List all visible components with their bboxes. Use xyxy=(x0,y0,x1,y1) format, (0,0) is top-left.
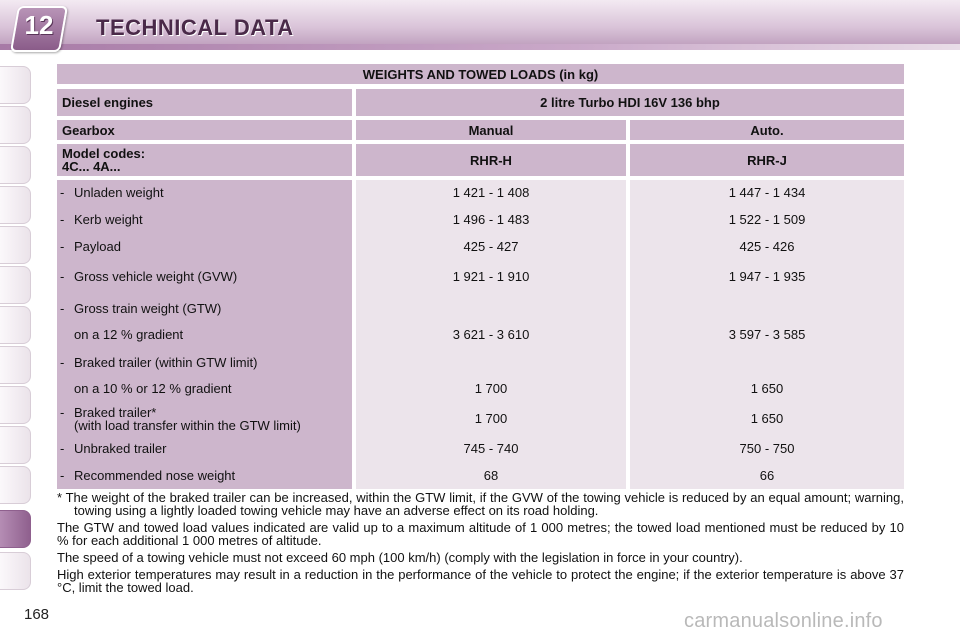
gearbox-manual: Manual xyxy=(356,120,626,140)
side-tab[interactable] xyxy=(0,266,31,304)
row-label: on a 10 % or 12 % gradient xyxy=(74,381,232,396)
row-auto-value: 425 - 426 xyxy=(739,239,795,254)
note-temperature: High exterior temperatures may result in… xyxy=(57,567,904,595)
row-dash: - xyxy=(60,239,65,254)
row-auto-value: 1 650 xyxy=(750,381,784,396)
side-tab[interactable] xyxy=(0,466,31,504)
model-codes-label-line1: Model codes: xyxy=(62,146,146,161)
row-manual-value: 1 700 xyxy=(474,381,508,396)
row-manual-value: 1 496 - 1 483 xyxy=(452,212,530,227)
row-label: Gross vehicle weight (GVW) xyxy=(74,269,238,284)
row-label: Payload xyxy=(74,239,121,254)
side-tab[interactable] xyxy=(0,346,31,384)
row-dash: - xyxy=(60,185,65,200)
label-column xyxy=(57,180,352,489)
page-header xyxy=(0,0,960,50)
row-label: Unladen weight xyxy=(74,185,164,200)
row-dash: - xyxy=(60,212,65,227)
engine-value: 2 litre Turbo HDI 16V 136 bhp xyxy=(356,89,904,116)
row-auto-value: 1 947 - 1 935 xyxy=(728,269,806,284)
row-dash: - xyxy=(60,355,65,370)
side-tab[interactable] xyxy=(0,226,31,264)
header-band xyxy=(0,44,960,50)
row-manual-value: 1 421 - 1 408 xyxy=(452,185,530,200)
row-dash: - xyxy=(60,468,65,483)
side-tab[interactable] xyxy=(0,306,31,344)
watermark: carmanualsonline.info xyxy=(684,610,883,632)
row-dash: - xyxy=(60,405,65,420)
row-label: on a 12 % gradient xyxy=(74,327,184,342)
row-label: Recommended nose weight xyxy=(74,468,236,483)
table-title: WEIGHTS AND TOWED LOADS (in kg) xyxy=(57,64,904,84)
row-auto-value: 1 522 - 1 509 xyxy=(728,212,806,227)
page-number: 168 xyxy=(24,606,50,623)
model-code-manual: RHR-H xyxy=(356,144,626,176)
row-auto-value: 1 650 xyxy=(750,411,784,426)
row-label: Gross train weight (GTW) xyxy=(74,301,222,316)
page-title: TECHNICAL DATA xyxy=(96,15,294,40)
model-code-auto: RHR-J xyxy=(630,144,904,176)
side-tab[interactable] xyxy=(0,426,31,464)
row-auto-value: 3 597 - 3 585 xyxy=(728,327,806,342)
row-manual-value: 3 621 - 3 610 xyxy=(452,327,530,342)
side-tab[interactable] xyxy=(0,552,31,590)
side-tab[interactable] xyxy=(0,66,31,104)
footnote-braked-trailer: * The weight of the braked trailer can b… xyxy=(57,490,904,518)
row-label: (with load transfer within the GTW limit… xyxy=(74,418,301,433)
gearbox-auto: Auto. xyxy=(630,120,904,140)
row-dash: - xyxy=(60,441,65,456)
gearbox-label: Gearbox xyxy=(57,120,352,140)
row-auto-value: 750 - 750 xyxy=(739,441,795,456)
notes: * The weight of the braked trailer can b… xyxy=(57,491,904,598)
row-dash: - xyxy=(60,269,65,284)
row-manual-value: 1 921 - 1 910 xyxy=(452,269,530,284)
row-label: Braked trailer (within GTW limit) xyxy=(74,355,258,370)
row-auto-value: 66 xyxy=(759,468,775,483)
row-dash: - xyxy=(60,301,65,316)
row-manual-value: 1 700 xyxy=(474,411,508,426)
row-label: Unbraked trailer xyxy=(74,441,167,456)
row-manual-value: 425 - 427 xyxy=(463,239,519,254)
side-tab[interactable] xyxy=(0,106,31,144)
engine-label: Diesel engines xyxy=(57,89,352,116)
row-manual-value: 68 xyxy=(483,468,499,483)
manual-column xyxy=(356,180,626,489)
side-tab-active[interactable] xyxy=(0,510,31,548)
model-codes-label: Model codes: 4C... 4A... xyxy=(57,144,352,176)
side-tab[interactable] xyxy=(0,386,31,424)
side-tab[interactable] xyxy=(0,186,31,224)
model-codes-label-line2: 4C... 4A... xyxy=(62,159,121,174)
row-manual-value: 745 - 740 xyxy=(463,441,519,456)
row-label: Braked trailer* xyxy=(74,405,157,420)
side-tab[interactable] xyxy=(0,146,31,184)
auto-column xyxy=(630,180,904,489)
row-auto-value: 1 447 - 1 434 xyxy=(728,185,806,200)
row-label: Kerb weight xyxy=(74,212,143,227)
note-altitude: The GTW and towed load values indicated … xyxy=(57,520,904,548)
chapter-number: 12 xyxy=(24,10,54,40)
note-speed: The speed of a towing vehicle must not e… xyxy=(57,550,743,565)
